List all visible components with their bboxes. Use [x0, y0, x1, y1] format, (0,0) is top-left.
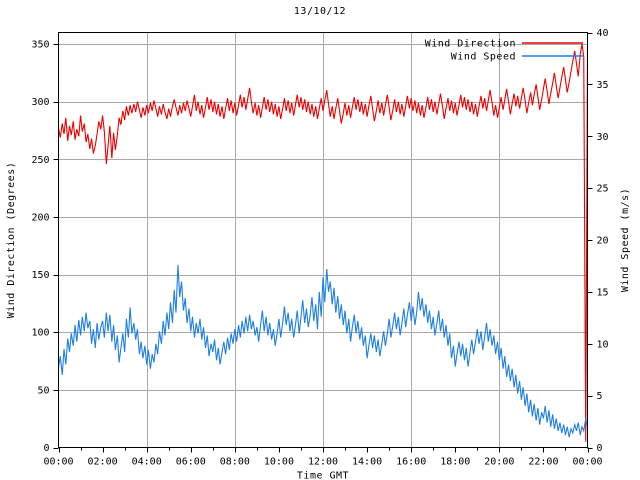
x-tick-label: 10:00	[264, 457, 294, 468]
x-tick-label: 16:00	[396, 457, 426, 468]
series-line-wind-speed	[58, 264, 588, 438]
x-axis-title: Time GMT	[297, 471, 349, 480]
x-tick-label: 04:00	[132, 457, 162, 468]
y-axis-title: Wind Direction (Degrees)	[6, 162, 17, 319]
y2-axis-labels-group: 0 5 10 15 20 25 30 35 40	[597, 28, 609, 454]
tickmarks-group	[53, 32, 593, 453]
x-axis-labels-group: 00:00 02:00 04:00 06:00 08:00 10:00 12:00 14:00…	[43, 457, 602, 468]
y2-tick-label: 5	[597, 391, 603, 402]
y-tick-label: 350	[31, 40, 49, 51]
y2-tick-label: 15	[597, 287, 609, 298]
series-group	[58, 43, 588, 442]
y-tick-label: 200	[31, 212, 49, 223]
plot-frame	[57, 31, 589, 449]
y-tick-label: 250	[31, 155, 49, 166]
y-tick-label: 50	[37, 385, 49, 396]
chart-title: 13/10/12	[293, 6, 347, 17]
y2-tick-label: 20	[597, 236, 609, 247]
y2-tick-label: 0	[597, 443, 603, 454]
x-tick-label: 00:00	[43, 457, 73, 468]
y2-axis-title: Wind Speed (m/s)	[620, 188, 631, 292]
y-tick-label: 0	[43, 443, 49, 454]
y-tick-label: 150	[31, 270, 49, 281]
x-tick-label: 00:00	[572, 457, 602, 468]
x-tick-label: 02:00	[88, 457, 118, 468]
series-line-wind-direction	[58, 43, 588, 442]
x-tick-label: 14:00	[352, 457, 382, 468]
y2-tick-label: 40	[597, 28, 609, 39]
y-tick-label: 300	[31, 97, 49, 108]
x-tick-label: 12:00	[308, 457, 338, 468]
y2-tick-label: 30	[597, 132, 609, 143]
gridlines-group	[58, 32, 588, 448]
y2-tick-label: 10	[597, 339, 609, 350]
y-tick-label: 100	[31, 328, 49, 339]
x-tick-label: 20:00	[484, 457, 514, 468]
x-tick-label: 06:00	[176, 457, 206, 468]
x-tick-label: 08:00	[220, 457, 250, 468]
legend-label-wind-speed: Wind Speed	[451, 52, 516, 63]
x-tick-label: 18:00	[440, 457, 470, 468]
y2-tick-label: 25	[597, 184, 609, 195]
legend: Wind Direction Wind Speed	[425, 39, 583, 63]
legend-label-wind-direction: Wind Direction	[425, 39, 516, 50]
y2-tick-label: 35	[597, 80, 609, 91]
y-axis-labels-group: 0 50 100 150 200 250 300 350	[31, 40, 49, 454]
x-tick-label: 22:00	[528, 457, 558, 468]
